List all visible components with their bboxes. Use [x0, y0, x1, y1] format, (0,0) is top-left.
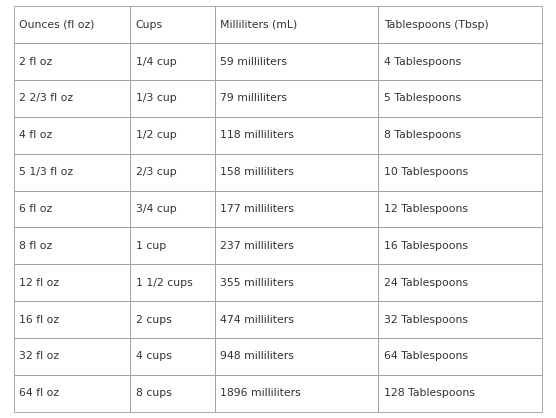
Text: 8 cups: 8 cups	[136, 388, 172, 398]
Bar	[378, 6, 542, 43]
Text: 16 Tablespoons: 16 Tablespoons	[384, 241, 468, 251]
Text: 64 fl oz: 64 fl oz	[19, 388, 59, 398]
Text: 3/4 cup: 3/4 cup	[136, 204, 176, 214]
Text: 237 milliliters: 237 milliliters	[220, 241, 294, 251]
Bar	[378, 301, 542, 338]
Text: 2 cups: 2 cups	[136, 315, 172, 325]
Bar	[14, 191, 130, 227]
Bar	[130, 264, 215, 301]
Bar	[14, 375, 130, 412]
Bar	[130, 80, 215, 117]
Bar	[215, 264, 378, 301]
Text: 948 milliliters: 948 milliliters	[220, 352, 294, 362]
Text: Milliliters (mL): Milliliters (mL)	[220, 20, 297, 30]
Text: 1 1/2 cups: 1 1/2 cups	[136, 278, 192, 288]
Text: 24 Tablespoons: 24 Tablespoons	[384, 278, 468, 288]
Bar	[130, 154, 215, 191]
Text: Cups: Cups	[136, 20, 163, 30]
Bar	[215, 43, 378, 80]
Bar	[215, 154, 378, 191]
Text: 158 milliliters: 158 milliliters	[220, 167, 294, 177]
Bar	[215, 80, 378, 117]
Text: 2 fl oz: 2 fl oz	[19, 56, 53, 66]
Bar	[130, 375, 215, 412]
Bar	[378, 117, 542, 154]
Text: 10 Tablespoons: 10 Tablespoons	[384, 167, 468, 177]
Text: Tablespoons (Tbsp): Tablespoons (Tbsp)	[384, 20, 489, 30]
Bar	[215, 338, 378, 375]
Text: 1/2 cup: 1/2 cup	[136, 130, 176, 140]
Text: 2/3 cup: 2/3 cup	[136, 167, 176, 177]
Text: 1896 milliliters: 1896 milliliters	[220, 388, 301, 398]
Bar	[215, 191, 378, 227]
Text: 1 cup: 1 cup	[136, 241, 166, 251]
Text: 8 Tablespoons: 8 Tablespoons	[384, 130, 461, 140]
Bar	[14, 338, 130, 375]
Bar	[14, 264, 130, 301]
Bar	[378, 375, 542, 412]
Text: 1/4 cup: 1/4 cup	[136, 56, 176, 66]
Text: 5 1/3 fl oz: 5 1/3 fl oz	[19, 167, 73, 177]
Bar	[215, 117, 378, 154]
Bar	[130, 6, 215, 43]
Bar	[14, 227, 130, 264]
Bar	[215, 6, 378, 43]
Bar	[378, 43, 542, 80]
Bar	[130, 227, 215, 264]
Bar	[14, 117, 130, 154]
Bar	[378, 227, 542, 264]
Text: 59 milliliters: 59 milliliters	[220, 56, 287, 66]
Text: Ounces (fl oz): Ounces (fl oz)	[19, 20, 95, 30]
Bar	[14, 301, 130, 338]
Text: 4 cups: 4 cups	[136, 352, 172, 362]
Text: 128 Tablespoons: 128 Tablespoons	[384, 388, 475, 398]
Bar	[14, 6, 130, 43]
Text: 4 fl oz: 4 fl oz	[19, 130, 53, 140]
Text: 2 2/3 fl oz: 2 2/3 fl oz	[19, 93, 73, 103]
Text: 8 fl oz: 8 fl oz	[19, 241, 53, 251]
Text: 474 milliliters: 474 milliliters	[220, 315, 294, 325]
Text: 32 fl oz: 32 fl oz	[19, 352, 59, 362]
Bar	[215, 375, 378, 412]
Text: 118 milliliters: 118 milliliters	[220, 130, 294, 140]
Bar	[130, 117, 215, 154]
Bar	[130, 338, 215, 375]
Bar	[378, 154, 542, 191]
Text: 5 Tablespoons: 5 Tablespoons	[384, 93, 461, 103]
Text: 16 fl oz: 16 fl oz	[19, 315, 59, 325]
Text: 79 milliliters: 79 milliliters	[220, 93, 287, 103]
Bar	[130, 43, 215, 80]
Bar	[14, 80, 130, 117]
Text: 177 milliliters: 177 milliliters	[220, 204, 294, 214]
Text: 12 fl oz: 12 fl oz	[19, 278, 59, 288]
Bar	[130, 191, 215, 227]
Bar	[378, 338, 542, 375]
Text: 1/3 cup: 1/3 cup	[136, 93, 176, 103]
Bar	[378, 264, 542, 301]
Text: 4 Tablespoons: 4 Tablespoons	[384, 56, 461, 66]
Text: 6 fl oz: 6 fl oz	[19, 204, 53, 214]
Bar	[378, 80, 542, 117]
Text: 12 Tablespoons: 12 Tablespoons	[384, 204, 468, 214]
Text: 32 Tablespoons: 32 Tablespoons	[384, 315, 468, 325]
Text: 355 milliliters: 355 milliliters	[220, 278, 294, 288]
Bar	[215, 227, 378, 264]
Bar	[14, 154, 130, 191]
Bar	[14, 43, 130, 80]
Bar	[378, 191, 542, 227]
Text: 64 Tablespoons: 64 Tablespoons	[384, 352, 468, 362]
Bar	[130, 301, 215, 338]
Bar	[215, 301, 378, 338]
